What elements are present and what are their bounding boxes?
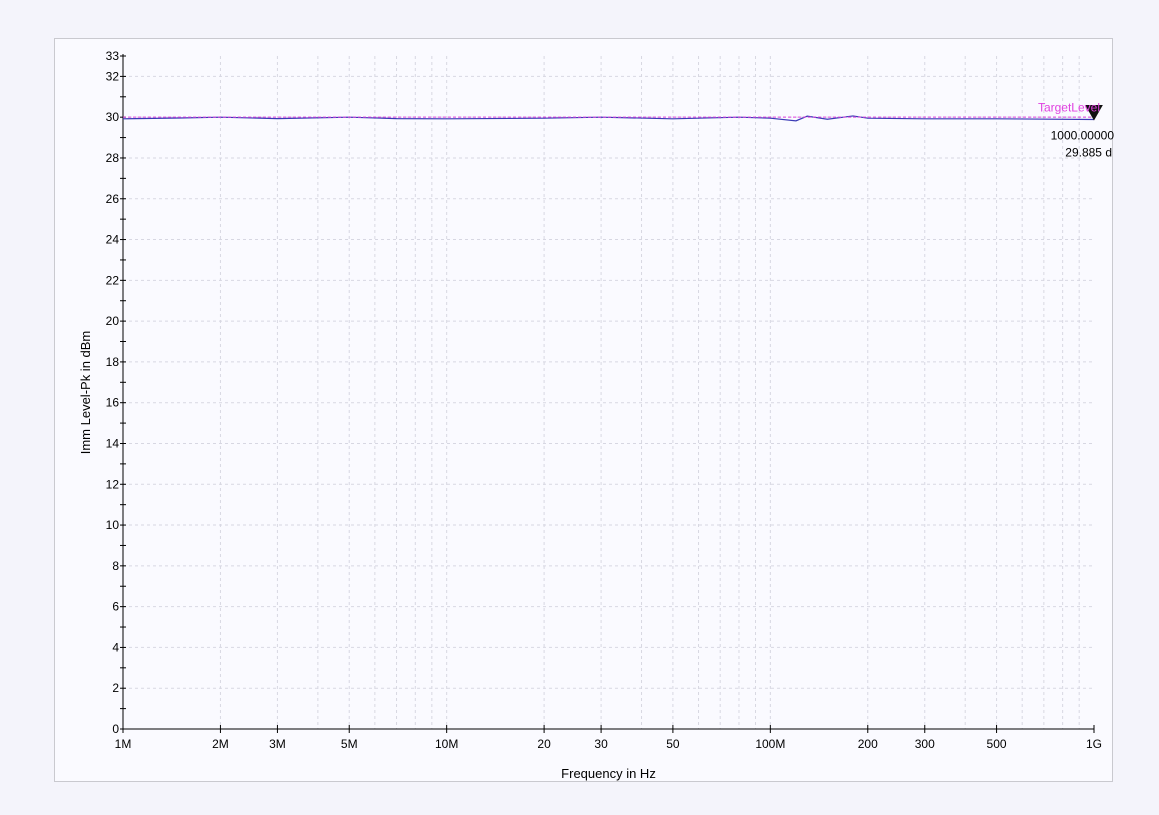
y-tick-label: 14 <box>106 436 120 450</box>
x-tick-label: 30 <box>594 737 608 751</box>
chart-axes <box>122 54 1094 730</box>
x-tick-label: 3M <box>269 737 286 751</box>
x-tick-label: 20 <box>537 737 551 751</box>
y-tick-label: 0 <box>112 722 119 736</box>
chart-series <box>122 115 1095 122</box>
x-axis-title: Frequency in Hz <box>561 766 656 781</box>
y-tick-label: 26 <box>106 192 120 206</box>
y-tick-label: 18 <box>106 355 120 369</box>
y-tick-label: 22 <box>106 273 120 287</box>
measurement-trace <box>122 115 1095 122</box>
x-tick-label: 10M <box>435 737 458 751</box>
chart-panel <box>54 38 1113 782</box>
marker-level-readout: 29.885 d <box>1065 146 1112 160</box>
y-tick-label: 16 <box>106 396 120 410</box>
y-tick-label: 20 <box>106 314 120 328</box>
x-tick-label: 100M <box>755 737 785 751</box>
y-tick-label: 24 <box>106 233 120 247</box>
trace-marker[interactable]: TargetLevel 1000.00000 29.885 d <box>1038 101 1114 160</box>
y-tick-label: 33 <box>106 49 120 63</box>
y-tick-label: 2 <box>112 681 119 695</box>
y-tick-label: 12 <box>106 477 120 491</box>
x-tick-label: 5M <box>341 737 358 751</box>
y-axis-title: Imm Level-Pk in dBm <box>78 331 93 455</box>
y-tick-label: 32 <box>106 69 120 83</box>
x-tick-label: 200 <box>858 737 878 751</box>
x-tick-label: 50 <box>666 737 680 751</box>
marker-triangle-icon <box>1085 105 1103 121</box>
y-tick-label: 8 <box>112 559 119 573</box>
y-tick-label: 30 <box>106 110 120 124</box>
marker-name-label: TargetLevel <box>1038 101 1100 115</box>
x-tick-label: 500 <box>987 737 1007 751</box>
marker-frequency-readout: 1000.00000 <box>1051 129 1115 143</box>
x-tick-label: 2M <box>212 737 229 751</box>
x-axis-ticks: 1M 2M 3M 5M 10M 20 30 50 100M 200 300 500 1G <box>115 725 1102 751</box>
x-tick-label: 300 <box>915 737 935 751</box>
y-tick-label: 28 <box>106 151 120 165</box>
y-tick-label: 10 <box>106 518 120 532</box>
x-tick-label: 1G <box>1086 737 1102 751</box>
y-tick-label: 6 <box>112 600 119 614</box>
chart-grid <box>122 56 1094 729</box>
y-tick-label: 4 <box>112 640 119 654</box>
x-tick-label: 1M <box>115 737 132 751</box>
